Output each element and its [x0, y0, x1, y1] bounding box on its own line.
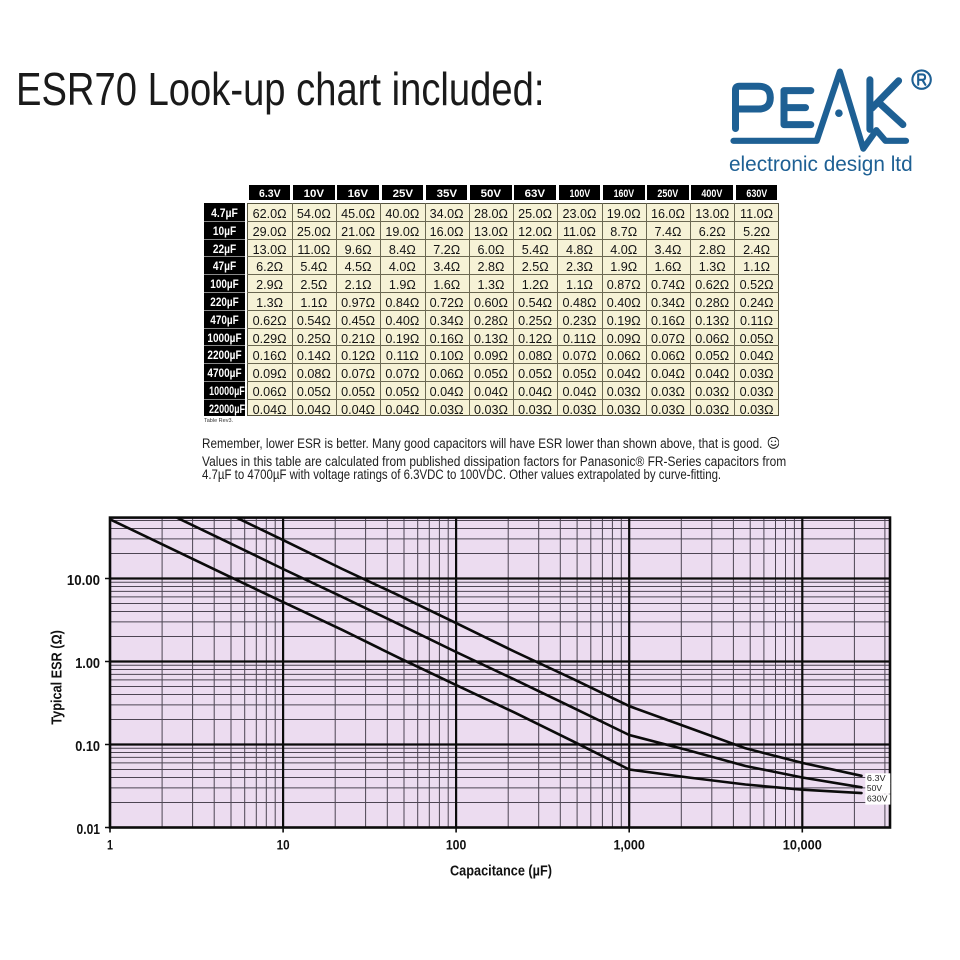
- svg-text:1,000: 1,000: [613, 838, 645, 853]
- svg-text:100: 100: [446, 838, 467, 853]
- svg-text:50V: 50V: [867, 783, 882, 793]
- svg-text:6.3V: 6.3V: [867, 773, 886, 783]
- svg-text:Typical ESR (Ω): Typical ESR (Ω): [49, 630, 65, 725]
- svg-text:1: 1: [107, 838, 113, 853]
- svg-text:10: 10: [277, 838, 290, 853]
- svg-text:10.00: 10.00: [67, 573, 100, 589]
- svg-text:10,000: 10,000: [783, 838, 822, 853]
- svg-text:0.01: 0.01: [77, 822, 101, 838]
- svg-text:630V: 630V: [867, 794, 888, 804]
- svg-text:Capacitance (µF): Capacitance (µF): [450, 864, 552, 880]
- svg-text:1.00: 1.00: [75, 656, 100, 672]
- svg-text:0.10: 0.10: [75, 739, 100, 755]
